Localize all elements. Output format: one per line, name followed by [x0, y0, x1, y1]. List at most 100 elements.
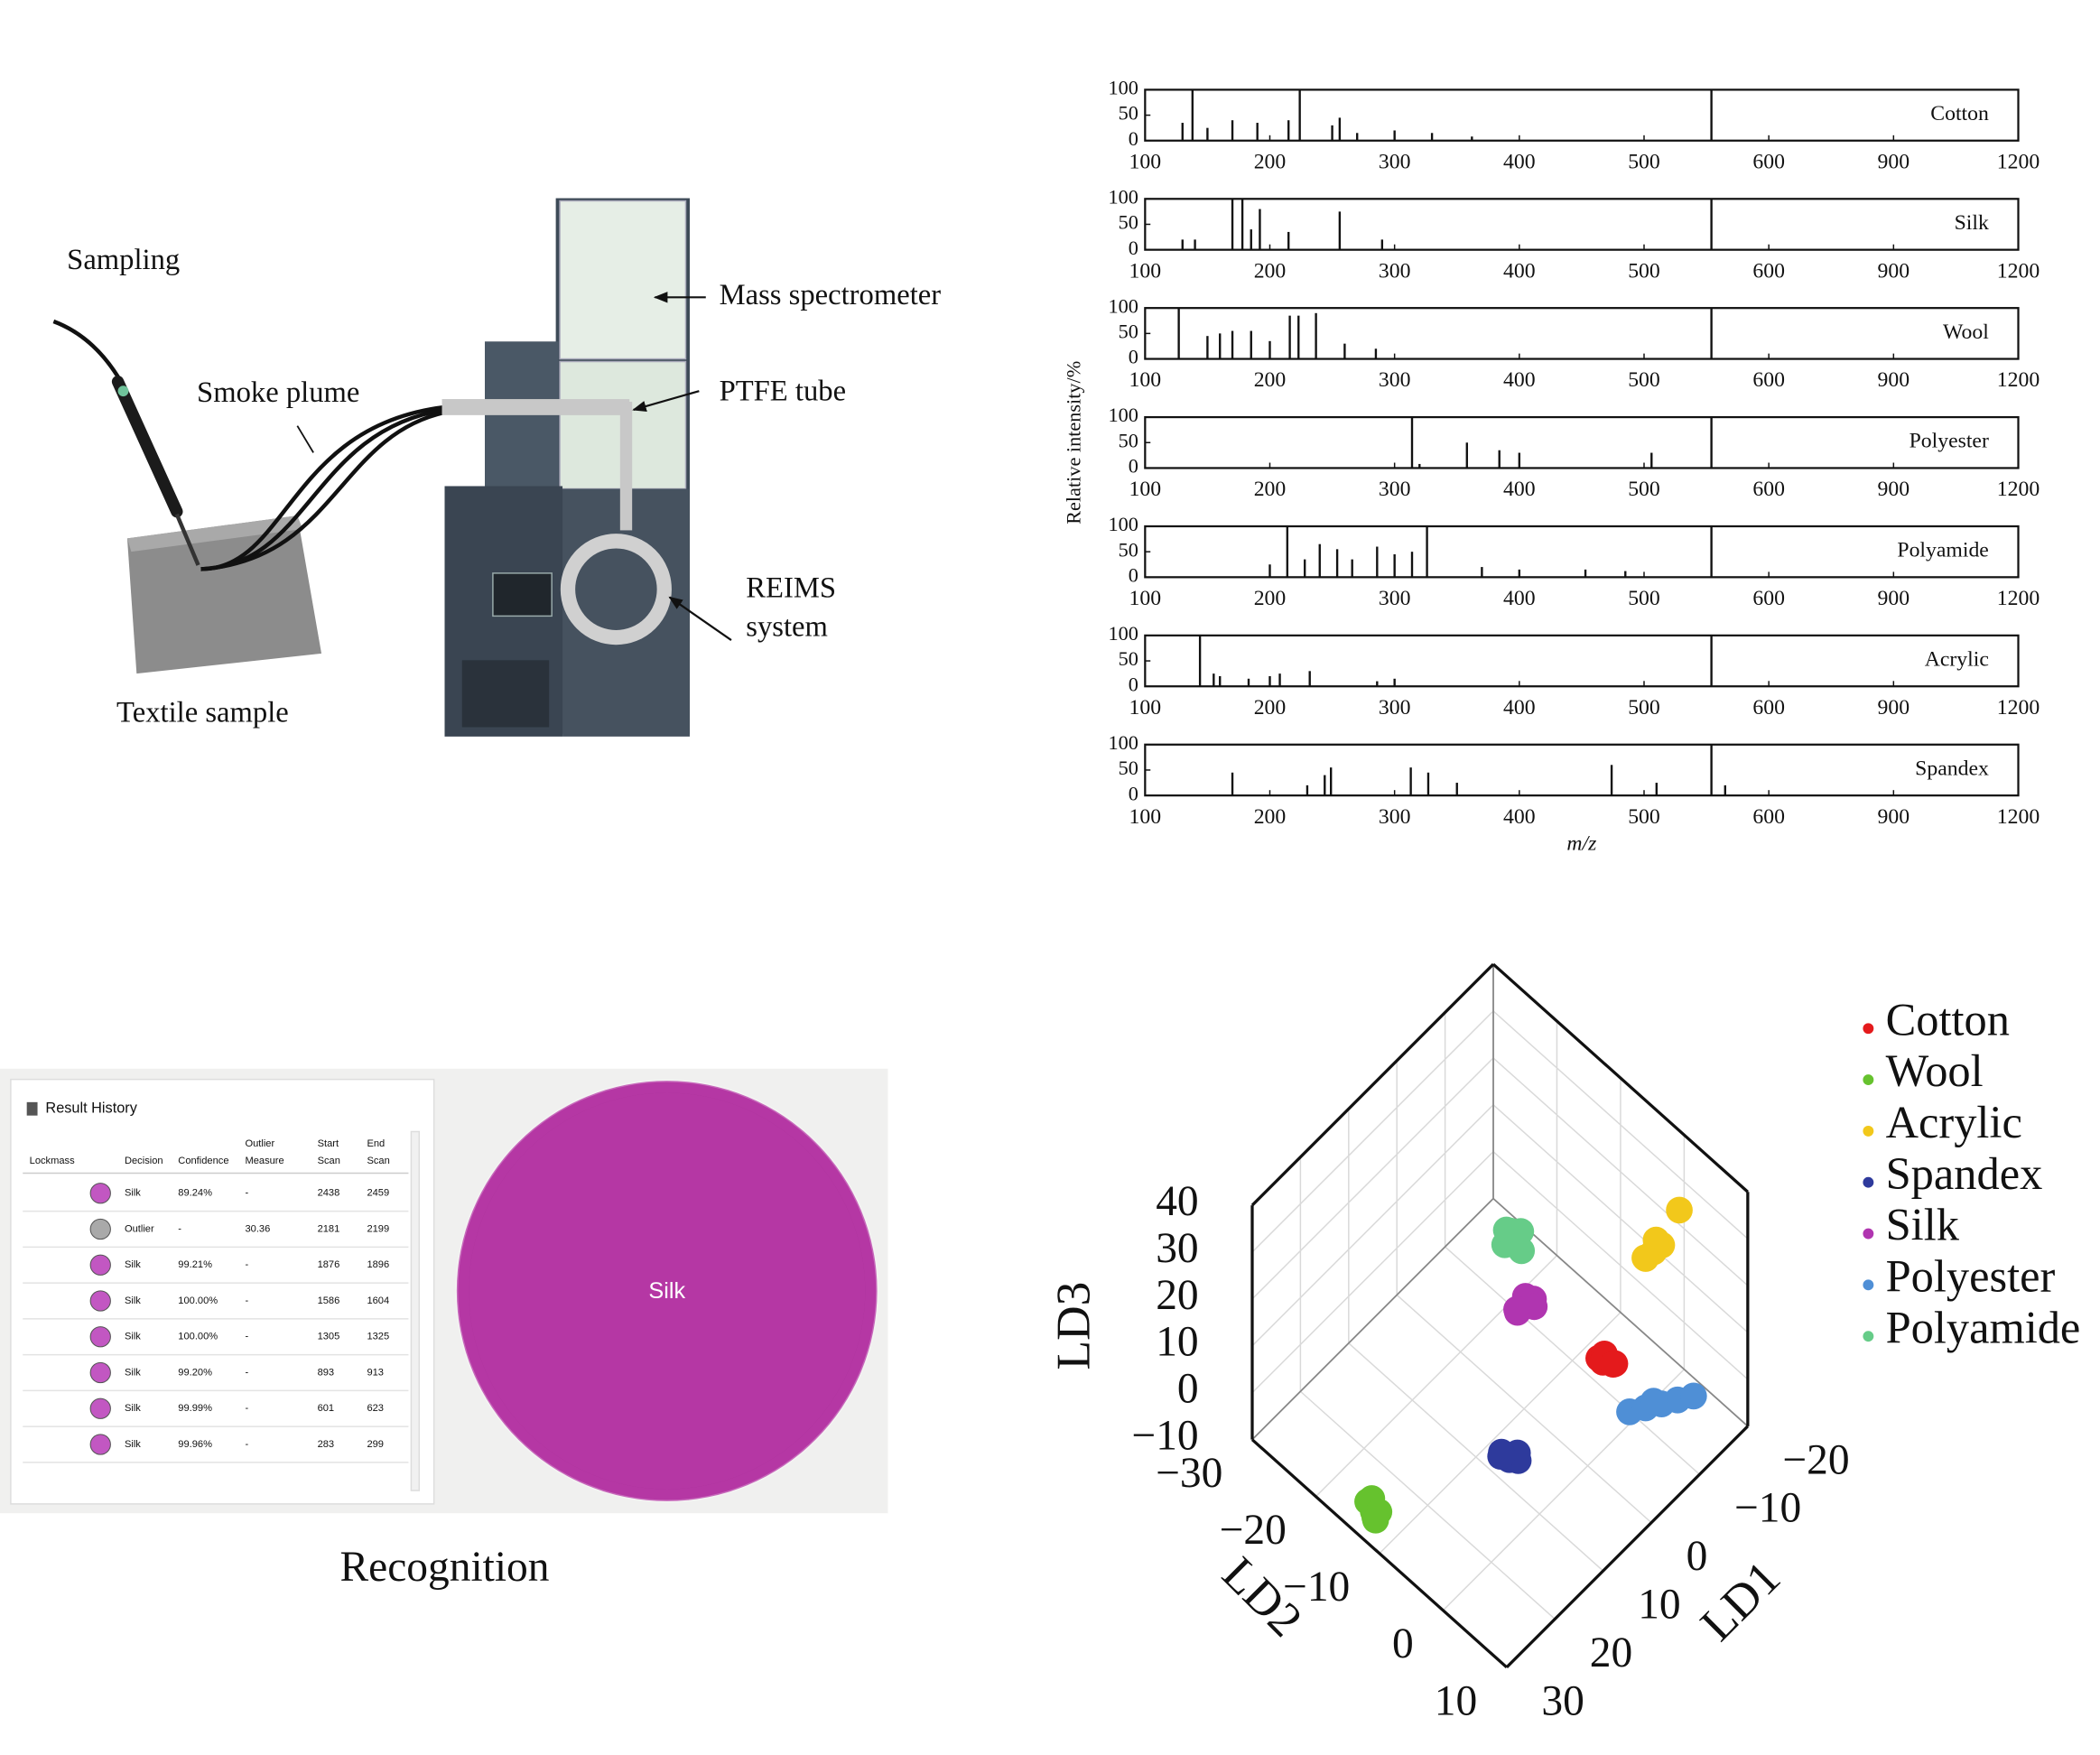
decision-dot [89, 1290, 111, 1312]
y-tick-label: 100 [1109, 294, 1138, 317]
x-tick-label: 500 [1628, 478, 1660, 501]
y-tick-label: 50 [1119, 102, 1138, 125]
y-tick-label: 100 [1109, 513, 1138, 535]
y-tick-label: 0 [1129, 782, 1138, 804]
x-tick-label: 600 [1752, 587, 1785, 610]
spectrum: 0 50 100 100 200 300 400 500 600 900 1200 Silk [1109, 185, 2040, 283]
y-tick-label: 100 [1109, 731, 1138, 754]
x-tick-label: 300 [1379, 368, 1411, 392]
scrollbar[interactable] [410, 1130, 421, 1491]
point [1503, 1295, 1530, 1323]
grid-line [1492, 1104, 1749, 1333]
table-cell: Silk [125, 1188, 141, 1199]
x-tick-label: 200 [1254, 259, 1287, 283]
table-cell: 99.96% [178, 1439, 212, 1450]
table-cell: 99.99% [178, 1403, 212, 1414]
legend-marker [1863, 1074, 1874, 1086]
spectrum: 0 50 100 100 200 300 400 500 600 900 1200 Spandex m/… [1109, 731, 2040, 856]
point [1508, 1237, 1536, 1265]
x-tick-label: 100 [1129, 587, 1162, 610]
label: Sampling [67, 244, 180, 276]
grid-line [1492, 1010, 1749, 1240]
spectrum: 050 100 100 200 300 400 500 600 900 1200 Cotton [1109, 76, 2040, 173]
grid-line [1251, 1104, 1494, 1347]
y-tick-label: 50 [1119, 211, 1138, 234]
x-tick-label: 200 [1254, 478, 1287, 501]
y-tick-label: 0 [1129, 127, 1138, 150]
table-cell: - [245, 1367, 248, 1378]
x-tick-label: 400 [1503, 805, 1536, 829]
x-tick-label: 300 [1379, 259, 1411, 283]
table-cell: Silk [125, 1332, 141, 1342]
y-tick-label: −20 [1220, 1507, 1287, 1554]
column-header: End [367, 1138, 385, 1149]
grid-line [1251, 1151, 1494, 1394]
x-tick-label: 400 [1503, 259, 1536, 283]
arrow [632, 390, 700, 413]
grid-line [1251, 1010, 1494, 1253]
y-tick-label: 100 [1109, 76, 1138, 98]
x-tick-label: 200 [1254, 696, 1287, 720]
y-tick-label: 50 [1119, 538, 1138, 561]
y-tick-label: −10 [1283, 1564, 1350, 1611]
y-tick-label: 50 [1119, 757, 1138, 779]
table-cell: - [245, 1439, 248, 1450]
decision-dot [89, 1183, 111, 1204]
x-tick-label: 900 [1878, 150, 1910, 173]
spectrum: 050 100 100 200 300 400 500 600 900 1200 Polyamide [1109, 513, 2040, 610]
legend-marker [1863, 1023, 1874, 1035]
x-tick-label: 600 [1752, 696, 1785, 720]
plot-frame [1144, 634, 2020, 688]
panel-title: Result History [45, 1100, 137, 1117]
column-header: Start [318, 1138, 339, 1149]
pen-cable [52, 319, 125, 387]
x-tick-label: 900 [1878, 368, 1910, 392]
x-tick-label: 300 [1379, 696, 1411, 720]
source-ring [560, 534, 672, 645]
y-axis-label: LD2 [1213, 1546, 1314, 1648]
z-tick-label: 10 [1156, 1319, 1198, 1366]
column-header: Scan [318, 1156, 340, 1166]
x-tick-label: 400 [1503, 150, 1536, 173]
y-tick-label: 100 [1109, 404, 1138, 426]
instrument-display [492, 572, 553, 618]
table-cell: - [178, 1223, 181, 1234]
table-cell: - [245, 1259, 248, 1270]
y-tick-label: 50 [1119, 320, 1138, 342]
column-header: Confidence [178, 1156, 228, 1166]
table-cell: 2181 [318, 1223, 340, 1234]
x-tick-label: 10 [1638, 1581, 1680, 1628]
table-cell: 1604 [367, 1295, 389, 1306]
setup-diagram: Sampling Smoke plume Mass spectrometer P… [52, 198, 941, 737]
legend-label: Cotton [1886, 994, 2010, 1045]
panel-label: Wool [1943, 320, 1989, 344]
label: PTFE tube [720, 376, 846, 408]
recognition-panel: Result History Silk Recognition Lockmass… [0, 1068, 888, 1591]
plot-frame [1144, 415, 2020, 469]
column-header: Lockmass [30, 1156, 75, 1166]
x-tick-label: 600 [1752, 368, 1785, 392]
decision-dot [89, 1434, 111, 1455]
column-header: Outlier [245, 1138, 274, 1149]
x-tick-label: 500 [1628, 368, 1660, 392]
x-tick-label: 200 [1254, 150, 1287, 173]
arrow [668, 596, 732, 641]
scatter-3d: −10010203040−30−20−10010−20−100102030LD3… [1045, 962, 2080, 1724]
y-tick-label: 50 [1119, 429, 1138, 451]
x-tick-label: 900 [1878, 805, 1910, 829]
table-cell: 913 [367, 1367, 384, 1378]
x-tick-label: 600 [1752, 259, 1785, 283]
point [1666, 1196, 1693, 1224]
label: Textile sample [116, 697, 289, 729]
x-tick-label: 1200 [1997, 696, 2040, 720]
table-cell: 2438 [318, 1188, 340, 1199]
y-tick-label: 0 [1129, 673, 1138, 695]
point [1640, 1388, 1668, 1415]
legend-marker [1863, 1279, 1874, 1291]
table-cell: 1586 [318, 1295, 340, 1306]
x-tick-label: 600 [1752, 150, 1785, 173]
table-cell: 299 [367, 1439, 384, 1450]
table-cell: Silk [125, 1439, 141, 1450]
plot-frame [1144, 743, 2020, 797]
